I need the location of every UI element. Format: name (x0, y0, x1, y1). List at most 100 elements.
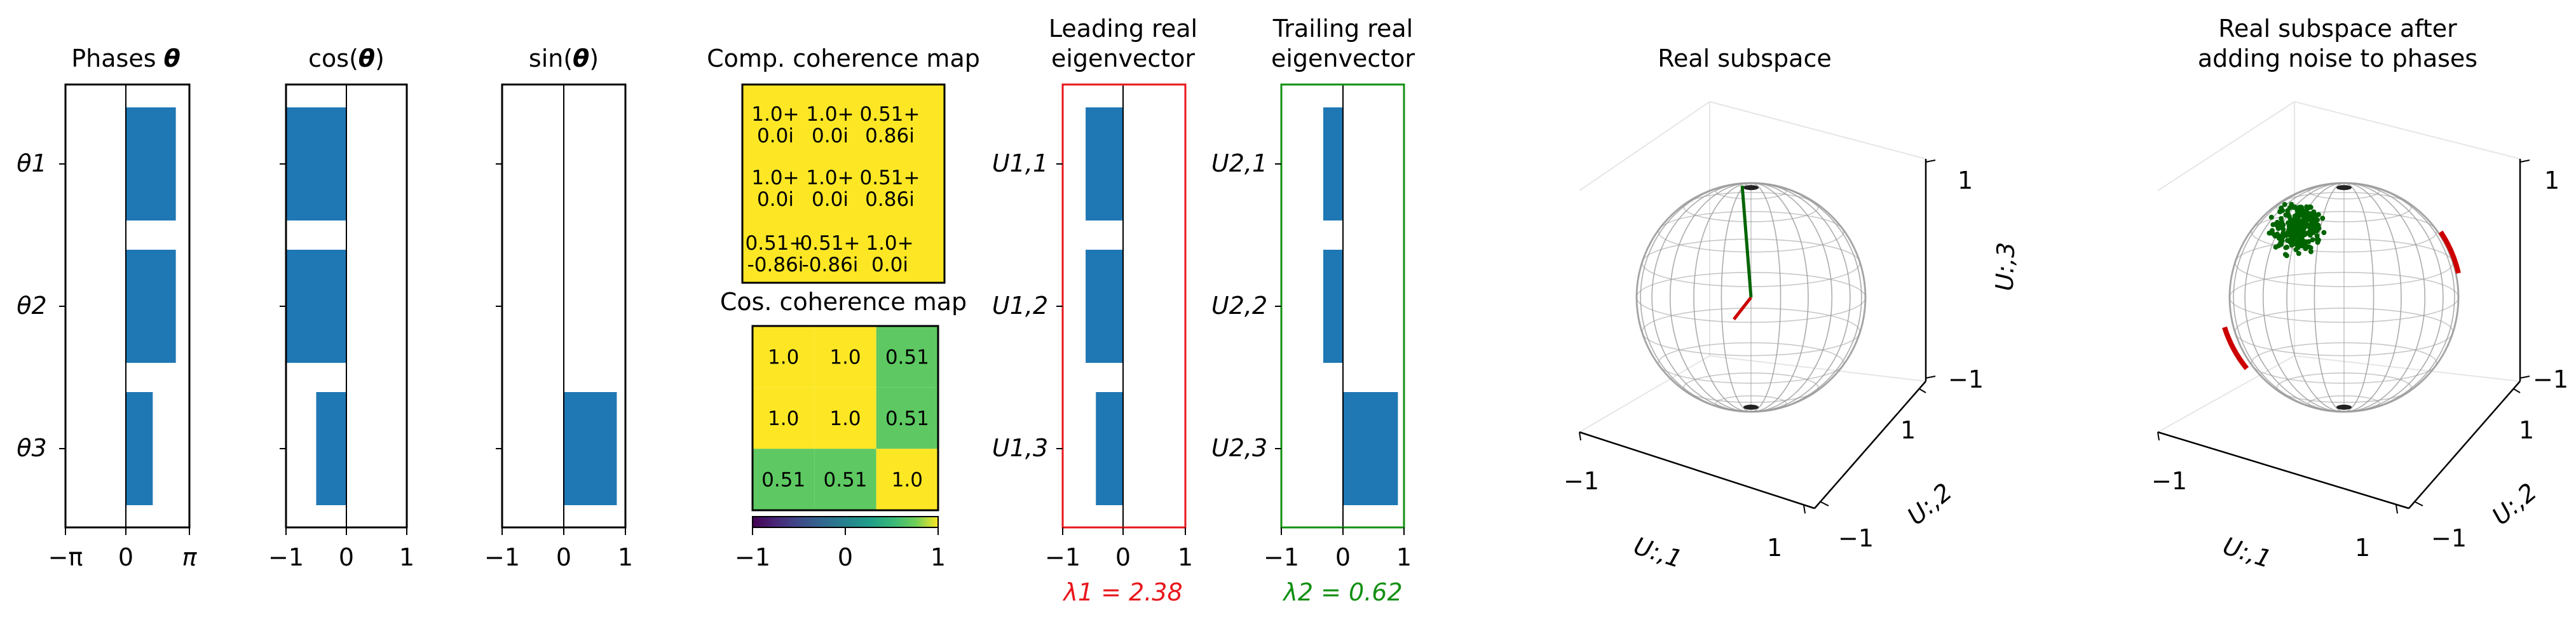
cos-map-cell-label: 0.51 (823, 469, 867, 492)
bar (126, 250, 176, 363)
cos-map-cell (876, 387, 938, 449)
noise-point (2298, 226, 2303, 231)
noise-point (2311, 210, 2317, 216)
noise-point (2268, 214, 2274, 220)
noise-point (2279, 224, 2285, 230)
latitude-line (1658, 342, 1844, 384)
noise-point (2286, 214, 2292, 220)
lead-ylabel-2: U1,2 (992, 292, 1048, 320)
sphere1-x-tick (1579, 431, 1581, 441)
noise-point (2314, 233, 2320, 239)
sin-title: sin(θ) (529, 44, 599, 72)
noise-arc-red (2222, 326, 2249, 370)
bar (126, 107, 176, 220)
lead-title-line2: eigenvector (1051, 44, 1195, 72)
green-vector (1740, 186, 1753, 298)
noise-point (2294, 241, 2300, 247)
trail-ylabel-2: U2,2 (1211, 292, 1267, 320)
cos-title: cos(θ) (308, 44, 385, 72)
phases-ylabel-1: θ1 (17, 149, 46, 177)
sphere1-axes-pane (1579, 100, 1926, 433)
noise-point (2320, 215, 2326, 221)
noise-point (2279, 238, 2285, 243)
trail-xtick-label: −1 (1264, 543, 1299, 571)
bar (286, 250, 346, 363)
noise-point (2300, 220, 2305, 226)
noise-point (2294, 208, 2300, 214)
sphere1-x-tick-label: −1 (1564, 467, 1599, 495)
sphere2-y-tick-label: 1 (2519, 416, 2534, 444)
latitude-line (2251, 211, 2437, 253)
cos-map-cell-label: 0.51 (885, 346, 929, 369)
sphere1-wireframe (1635, 182, 1867, 413)
bar (126, 392, 153, 505)
lead-title-line1: Leading real (1049, 15, 1197, 43)
noisy-subspace-panel: Real subspace after adding noise to phas… (2151, 15, 2568, 573)
cos-map-cell (814, 449, 876, 510)
sphere-pole (1743, 185, 1759, 191)
phases-xtick-label: −π (48, 543, 83, 571)
cos-map-title: Cos. coherence map (720, 288, 967, 316)
lead-ylabel-3: U1,3 (992, 434, 1048, 462)
colorbar-tick-label: −1 (735, 543, 770, 571)
sphere2-y-label: U:,2 (2487, 478, 2542, 531)
comp-cell-label: 1.0+ 0.0i (806, 103, 854, 147)
sphere2-y-tick (2415, 501, 2423, 506)
sphere2-y-tick (2513, 388, 2521, 393)
cos-map-cell (753, 387, 815, 449)
sin-bars (564, 392, 617, 505)
comp-cell-label: 1.0+ 0.0i (866, 232, 913, 276)
phases-panel: Phases θ θ1 θ2 θ3 −π 0 π (17, 44, 197, 571)
cos-map-cell-label: 0.51 (885, 407, 929, 430)
longitude-line (1640, 182, 1862, 412)
lead-bars (1086, 107, 1123, 505)
sphere2-y-tick-label: −1 (2431, 524, 2467, 552)
bar (1086, 250, 1123, 363)
noise-point (2282, 201, 2287, 207)
lead-frame (1061, 83, 1187, 529)
cos-coherence-panel: Cos. coherence map 1.0 1.0 0.51 1.0 1.0 0.51 0… (720, 288, 967, 571)
latitude-line (1658, 211, 1844, 253)
bar (316, 392, 346, 505)
sin-panel: sin(θ) −1 0 1 (484, 44, 633, 571)
trail-ylabel-3: U2,3 (1211, 434, 1267, 462)
cos-map-cell (876, 449, 938, 510)
sphere2-x-label: U:,1 (2219, 532, 2275, 574)
sphere2-title-line1: Real subspace after (2218, 15, 2457, 43)
sphere1-title: Real subspace (1658, 44, 1831, 72)
trail-title-line1: Trailing real (1272, 15, 1414, 43)
sin-xtick-label: 0 (556, 543, 571, 571)
longitude-line (2233, 182, 2455, 412)
cos-map-cell-label: 1.0 (768, 346, 799, 369)
noise-point (2289, 201, 2294, 207)
trailing-eigenvector-panel: Trailing real eigenvector U2,1 U2,2 U2,3… (1211, 15, 1415, 606)
cos-map-cell-label: 0.51 (761, 469, 805, 492)
red-vector (1733, 296, 1752, 321)
noise-point (2307, 213, 2312, 219)
sphere1-z-tick (1925, 159, 1936, 163)
noise-point (2288, 228, 2294, 234)
comp-cell-label: 1.0+ 0.0i (751, 166, 799, 211)
comp-cell-label: 1.0+ 0.0i (806, 166, 854, 211)
trail-xtick-label: 0 (1335, 543, 1351, 571)
noise-point (2272, 233, 2278, 239)
noise-point (2290, 234, 2296, 240)
sin-xtick-label: 1 (618, 543, 633, 571)
noise-point (2312, 220, 2317, 226)
noise-point (2315, 237, 2321, 243)
noise-point (2279, 219, 2285, 225)
sin-xtick-label: −1 (484, 543, 520, 571)
sphere2-z-tick (2519, 159, 2530, 163)
phases-ylabel-3: θ3 (17, 434, 46, 462)
phases-bars (126, 107, 176, 505)
cos-map-cell (814, 387, 876, 449)
sphere2-title-line2: adding noise to phases (2198, 44, 2477, 72)
trail-bars (1323, 107, 1398, 505)
cos-map-cells: 1.0 1.0 0.51 1.0 1.0 0.51 0.51 0.51 1.0 (753, 326, 938, 510)
sphere1-x-tick-label: 1 (1767, 534, 1782, 562)
noise-point (2282, 252, 2288, 257)
phases-xtick-label: 0 (118, 543, 133, 571)
noise-point (2298, 205, 2304, 210)
cos-map-cell (753, 326, 815, 388)
noise-arc-red (2438, 230, 2461, 274)
